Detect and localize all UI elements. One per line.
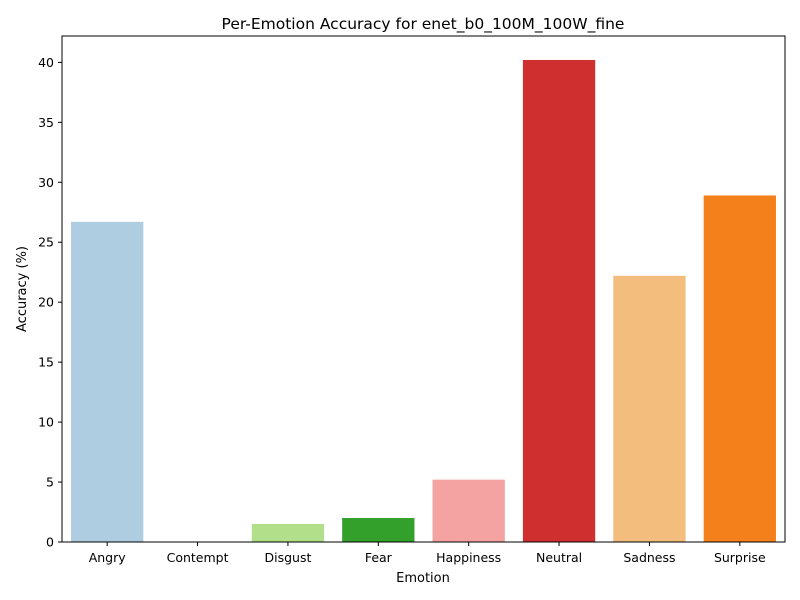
y-tick-label: 5: [46, 475, 54, 490]
plot-frame: [61, 35, 786, 543]
x-tick-label: Disgust: [264, 550, 311, 565]
y-axis: 0 5 10 15 20 25 30 35 40: [38, 55, 62, 550]
bar-surprise: [703, 195, 776, 542]
x-axis-label: Emotion: [396, 571, 450, 586]
bar-happiness: [432, 479, 505, 542]
bar-angry: [71, 221, 144, 542]
chart-title: Per-Emotion Accuracy for enet_b0_100M_10…: [222, 15, 625, 34]
y-tick-label: 20: [38, 295, 54, 310]
x-tick-label: Surprise: [714, 550, 766, 565]
x-tick-label: Fear: [365, 550, 393, 565]
y-tick-label: 35: [38, 115, 54, 130]
y-tick-label: 40: [38, 55, 54, 70]
y-axis-label: Accuracy (%): [15, 246, 30, 332]
bar-neutral: [522, 59, 596, 542]
bar-fear: [342, 518, 415, 542]
y-tick-label: 10: [38, 415, 54, 430]
y-tick-label: 0: [46, 535, 54, 550]
x-tick-label: Angry: [89, 550, 127, 565]
y-tick-label: 25: [38, 235, 54, 250]
y-tick-label: 15: [38, 355, 54, 370]
x-tick-label: Happiness: [436, 550, 501, 565]
x-tick-label: Sadness: [623, 550, 675, 565]
bars-group: [71, 59, 776, 542]
x-tick-label: Contempt: [167, 550, 229, 565]
y-tick-label: 30: [38, 175, 54, 190]
bar-disgust: [251, 524, 325, 542]
bar-sadness: [613, 275, 686, 542]
x-tick-label: Neutral: [536, 550, 582, 565]
x-axis: Angry Contempt Disgust Fear Happiness Neutral…: [89, 542, 766, 565]
